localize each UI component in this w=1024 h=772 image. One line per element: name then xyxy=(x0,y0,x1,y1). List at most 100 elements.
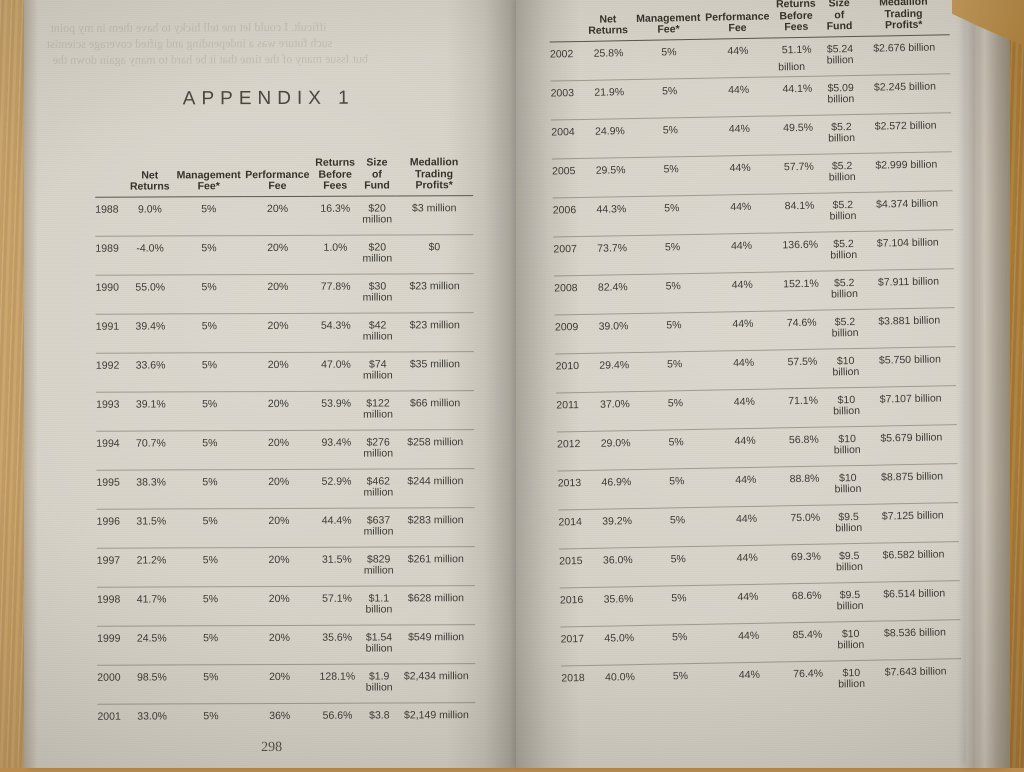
cell-year: 2010 xyxy=(555,352,590,393)
cell-year: 2001 xyxy=(97,703,128,732)
showthrough-text-line-1: ifficult. I could let me tell hicky to h… xyxy=(50,19,327,35)
cell-net-returns: 33.6% xyxy=(126,352,175,392)
cell-returns-before-fees: 57.5% xyxy=(777,348,828,389)
cell-size-of-fund: $5.2 billion xyxy=(823,152,862,193)
cell-medallion-trading-profits: $5.679 billion xyxy=(865,424,958,465)
table-row: 1997 21.2% 5% 20% 31.5% $829 million $261 milli… xyxy=(96,546,475,587)
orphan-continuation-billion: billion xyxy=(778,60,806,74)
cell-returns-before-fees: 1.0% xyxy=(311,234,360,274)
cell-medallion-trading-profits: $261 million xyxy=(396,546,475,586)
right-page: Net Returns Management Fee* Performance … xyxy=(516,0,978,768)
table-body-right: 2002 25.8% 5% 44% 51.1% $5.24 billion $2.676 bi… xyxy=(549,34,962,704)
cell-year: 1997 xyxy=(96,547,128,587)
cell-year: 1988 xyxy=(95,196,126,236)
cell-net-returns: 46.9% xyxy=(590,468,643,509)
cell-returns-before-fees: 57.1% xyxy=(313,585,361,625)
cell-net-returns: 82.4% xyxy=(587,273,639,314)
col-header-medallion-trading-profits: Medallion Trading Profits* xyxy=(409,156,459,192)
col-header-performance-fee: Performance Fee xyxy=(245,168,310,193)
cell-net-returns: 38.3% xyxy=(126,469,176,509)
table-row: 2001 33.0% 5% 36% 56.6% $3.8 $2,149 million xyxy=(97,702,476,732)
cell-year: 2009 xyxy=(554,313,589,354)
cell-size-of-fund: $5.2 billion xyxy=(822,113,861,154)
cell-performance-fee: 20% xyxy=(245,663,314,704)
cell-size-of-fund: $10 billion xyxy=(832,659,871,699)
cell-management-fee: 5% xyxy=(642,506,713,547)
cell-net-returns: 41.7% xyxy=(127,586,177,626)
cell-returns-before-fees: 52.9% xyxy=(312,468,361,508)
cell-size-of-fund: $1.54 billion xyxy=(360,624,398,664)
table-row: 1994 70.7% 5% 20% 93.4% $276 million $258 milli… xyxy=(96,429,475,470)
table-row: 1989 -4.0% 5% 20% 1.0% $20 million $0 xyxy=(95,234,474,275)
table-body-left: 1988 9.0% 5% 20% 16.3% $20 million $3 million 19… xyxy=(95,195,476,732)
cell-returns-before-fees: 128.1% xyxy=(313,663,362,703)
cell-returns-before-fees: 84.1% xyxy=(774,192,825,233)
cell-medallion-trading-profits: $3 million xyxy=(395,195,474,235)
cell-medallion-trading-profits: $2.572 billion xyxy=(859,112,952,153)
cell-returns-before-fees: 31.5% xyxy=(313,546,361,586)
cell-performance-fee: 20% xyxy=(244,507,314,548)
cell-size-of-fund: $5.2 billion xyxy=(826,308,865,349)
cell-management-fee: 5% xyxy=(634,77,706,119)
cell-net-returns: 21.9% xyxy=(583,79,636,119)
cell-performance-fee: 44% xyxy=(710,388,779,429)
cell-size-of-fund: $1.9 billion xyxy=(360,663,398,703)
cell-returns-before-fees: 68.6% xyxy=(781,582,832,623)
cell-returns-before-fees: 44.4% xyxy=(312,507,361,547)
footnote-marker-icon: * xyxy=(918,18,923,31)
cell-net-returns: 9.0% xyxy=(125,196,175,236)
cell-size-of-fund: $276 million xyxy=(359,429,397,469)
table-row: 1999 24.5% 5% 20% 35.6% $1.54 billion $549 mill… xyxy=(97,624,476,665)
cell-performance-fee: 44% xyxy=(715,661,784,702)
cell-size-of-fund: $9.5 billion xyxy=(829,503,868,544)
cell-medallion-trading-profits: $6.514 billion xyxy=(868,580,961,621)
cell-performance-fee: 44% xyxy=(712,544,782,585)
cell-performance-fee: 20% xyxy=(243,195,312,236)
cell-management-fee: 5% xyxy=(174,313,245,353)
cell-returns-before-fees: 93.4% xyxy=(312,429,361,469)
cell-size-of-fund: $637 million xyxy=(360,507,397,547)
cell-performance-fee: 44% xyxy=(712,505,782,546)
cell-net-returns: 40.0% xyxy=(594,663,646,704)
cell-year: 2002 xyxy=(549,40,584,81)
cell-returns-before-fees: 71.1% xyxy=(778,387,829,428)
cell-size-of-fund: $42 million xyxy=(359,312,396,352)
cell-size-of-fund: $122 million xyxy=(359,390,397,430)
cell-performance-fee: 36% xyxy=(245,702,314,731)
cell-performance-fee: 44% xyxy=(713,583,783,624)
cell-year: 1995 xyxy=(96,469,127,509)
cell-performance-fee: 44% xyxy=(706,193,776,234)
cell-net-returns: 44.3% xyxy=(585,195,638,236)
table-row: 1992 33.6% 5% 20% 47.0% $74 million $35 million xyxy=(95,351,475,392)
cell-management-fee: 5% xyxy=(638,272,709,313)
cell-medallion-trading-profits: $2,434 million xyxy=(397,663,476,703)
cell-medallion-trading-profits: $0 xyxy=(395,234,474,274)
cell-year: 2004 xyxy=(551,118,585,159)
footnote-marker-icon: * xyxy=(448,179,453,192)
footnote-marker-icon: * xyxy=(215,180,220,193)
cell-size-of-fund: $1.1 billion xyxy=(360,585,398,625)
cell-year: 2015 xyxy=(558,547,593,588)
col-header-management-fee: Management Fee* xyxy=(636,11,701,36)
medallion-returns-table-right: Net Returns Management Fee* Performance … xyxy=(549,0,962,704)
cell-size-of-fund: $462 million xyxy=(360,468,397,508)
cell-size-of-fund: $829 million xyxy=(360,546,397,586)
cell-year: 2003 xyxy=(550,79,585,120)
cell-management-fee: 5% xyxy=(635,116,706,157)
cell-net-returns: 24.5% xyxy=(127,625,177,665)
cell-size-of-fund: $10 billion xyxy=(827,386,866,427)
cell-year: 2017 xyxy=(560,625,595,666)
cell-performance-fee: 44% xyxy=(707,232,777,273)
cell-returns-before-fees: 85.4% xyxy=(782,621,833,662)
cell-medallion-trading-profits: $258 million xyxy=(396,429,475,469)
table-row: 1993 39.1% 5% 20% 53.9% $122 million $66 millio… xyxy=(96,390,475,431)
cell-year: 2014 xyxy=(558,508,593,549)
cell-performance-fee: 20% xyxy=(244,351,313,392)
cell-returns-before-fees: 77.8% xyxy=(311,273,360,313)
left-page: ifficult. I could let me tell hicky to h… xyxy=(24,0,516,768)
cell-performance-fee: 44% xyxy=(703,37,773,78)
cell-management-fee: 5% xyxy=(176,703,246,731)
cell-net-returns: 98.5% xyxy=(127,664,177,704)
col-header-management-fee: Management Fee* xyxy=(176,168,241,193)
footnote-marker-icon: * xyxy=(675,23,680,36)
